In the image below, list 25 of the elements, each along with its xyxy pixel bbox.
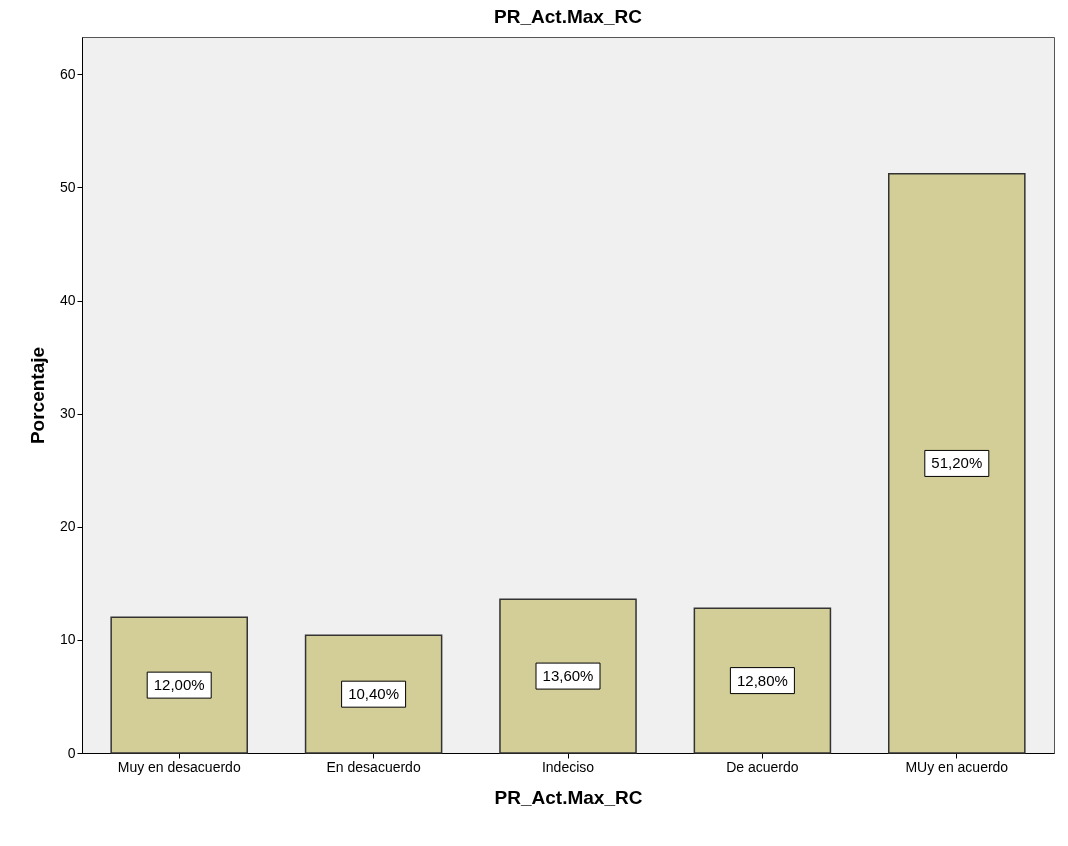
- y-tick-label: 0: [67, 744, 76, 761]
- x-tick-label: Muy en desacuerdo: [117, 758, 241, 775]
- bar: [499, 598, 637, 754]
- y-tick-label: 40: [59, 292, 76, 309]
- x-tick-label: En desacuerdo: [326, 758, 421, 775]
- bar: [693, 607, 832, 754]
- data-label: 13,60%: [542, 667, 594, 685]
- bar: [110, 616, 248, 754]
- x-axis-title: PR_Act.Max_RC: [494, 786, 643, 808]
- data-label: 12,80%: [736, 671, 788, 689]
- y-axis-title: Porcentaje: [26, 346, 48, 445]
- y-tick-label: 60: [59, 65, 76, 82]
- bar: [888, 173, 1026, 754]
- y-tick-label: 30: [59, 405, 76, 422]
- data-label: 51,20%: [931, 454, 983, 472]
- bar: [304, 634, 443, 754]
- chart-title: PR_Act.Max_RC: [494, 6, 643, 27]
- y-tick-label: 10: [59, 631, 76, 648]
- data-label: 10,40%: [348, 685, 400, 703]
- x-tick-label: De acuerdo: [726, 758, 799, 775]
- y-tick-label: 50: [59, 178, 76, 195]
- x-tick-label: MUy en acuerdo: [905, 758, 1009, 775]
- x-tick-label: Indeciso: [541, 758, 595, 775]
- data-label: 12,00%: [153, 676, 205, 694]
- y-tick-label: 20: [59, 518, 76, 535]
